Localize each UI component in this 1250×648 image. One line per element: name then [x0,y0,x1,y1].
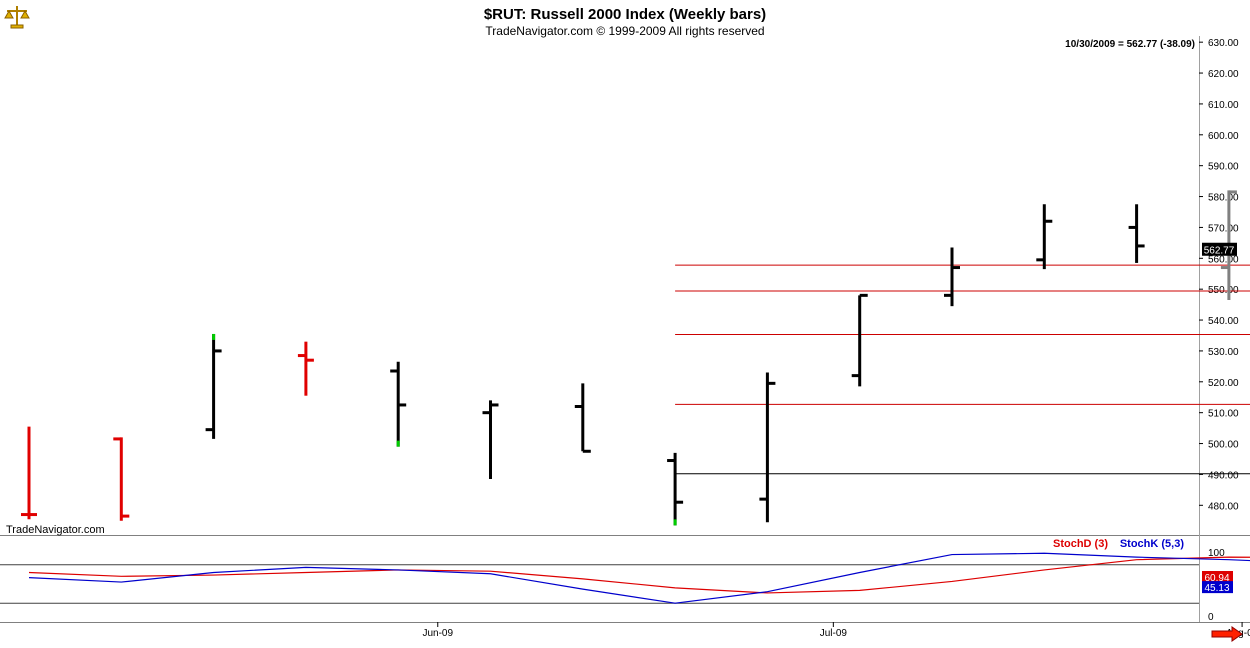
scroll-right-arrow-icon[interactable] [1211,626,1243,642]
svg-text:60.94: 60.94 [1204,573,1229,584]
ohlc-bar [1128,204,1145,263]
fibonacci-levels: 621.03557.77549.42535.31528.86512.70511.… [675,264,1250,475]
ohlc-bar [574,383,591,453]
ohlc-bar [667,452,684,526]
last-price-label: 562.77 [1204,246,1235,257]
stochastic-axis: 0 100 [0,548,1225,623]
stoch-y-tick-label: 0 [1208,612,1214,623]
y-tick-label: 600.00 [1208,131,1239,142]
ohlc-bar [1036,204,1053,270]
ohlc-bar [759,372,776,523]
stoch-series-line [28,552,1250,604]
last-price-marker: 562.77 [1202,242,1237,257]
ohlc-bar [297,341,314,396]
y-tick-label: 530.00 [1208,347,1239,358]
svg-text:45.13: 45.13 [1204,583,1229,594]
watermark-label: TradeNavigator.com [6,524,105,536]
y-tick-label: 570.00 [1208,223,1239,234]
stoch-last-value: 45.13 [1202,581,1233,594]
price-bars [21,190,1237,526]
y-tick-label: 500.00 [1208,440,1239,451]
x-tick-label: Jun-09 [422,628,453,639]
stoch-last-value: 60.94 [1202,570,1233,584]
y-tick-label: 510.00 [1208,409,1239,420]
stoch-series-line [28,556,1250,594]
y-tick-label: 580.00 [1208,193,1239,204]
x-tick-label: Jul-09 [820,628,848,639]
stoch-y-tick-label: 100 [1208,548,1225,559]
chart-subtitle: TradeNavigator.com © 1999-2009 All right… [485,24,764,38]
y-tick-label: 560.00 [1208,254,1239,265]
ohlc-bar [390,361,407,447]
ohlc-bar [113,437,130,521]
y-tick-label: 630.00 [1208,38,1239,49]
last-value-readout: 10/30/2009 = 562.77 (-38.09) [1065,39,1195,50]
scales-logo-icon[interactable] [4,2,30,30]
ohlc-bar [944,247,960,307]
y-tick-label: 610.00 [1208,100,1239,111]
ohlc-bar [851,293,868,387]
y-tick-label: 490.00 [1208,470,1239,481]
y-tick-label: 540.00 [1208,316,1239,327]
legend-stochk: StochK (5,3) [1120,538,1185,550]
y-tick-label: 620.00 [1208,69,1239,80]
y-tick-label: 520.00 [1208,378,1239,389]
chart-title: $RUT: Russell 2000 Index (Weekly bars) [484,6,766,23]
y-tick-label: 480.00 [1208,501,1239,512]
ohlc-bar [21,426,37,520]
y-tick-label: 590.00 [1208,162,1239,173]
ohlc-bar [205,333,222,439]
legend-stochd: StochD (3) [1053,538,1108,550]
ohlc-bar [482,400,499,480]
